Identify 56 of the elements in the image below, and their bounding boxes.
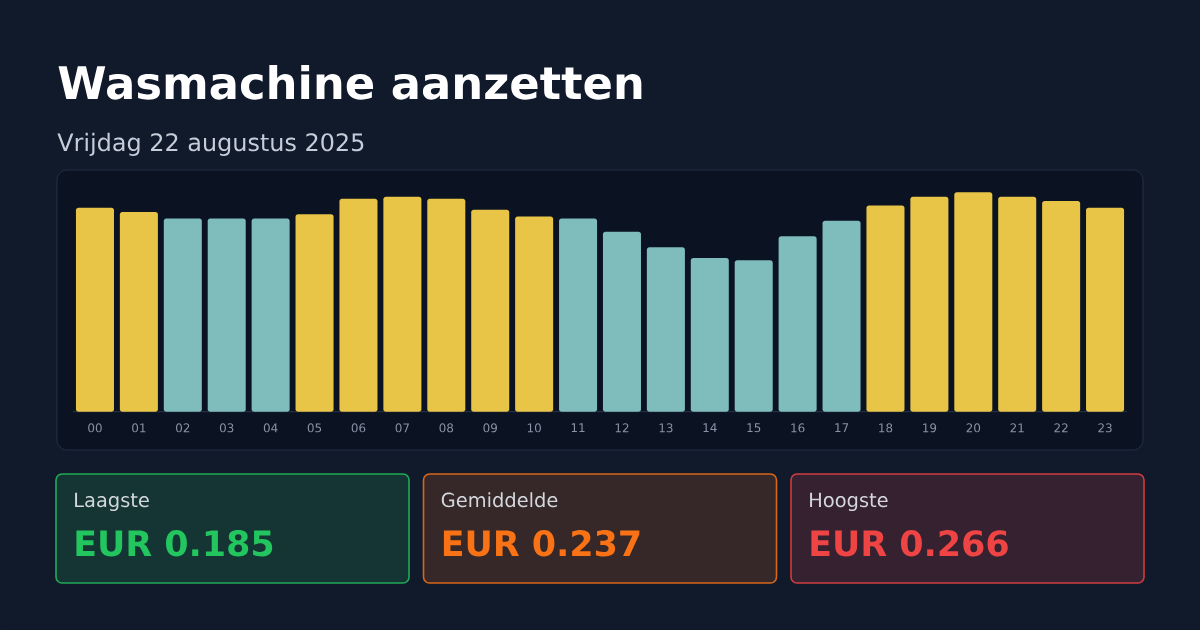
x-tick-label: 18 — [879, 423, 893, 433]
x-tick-label: 16 — [791, 423, 805, 433]
x-tick-label: 05 — [307, 423, 322, 433]
text: Laagste — [75, 492, 149, 512]
bar — [866, 205, 905, 412]
x-tick-label: 14 — [703, 423, 717, 433]
bar — [602, 231, 641, 412]
bar — [998, 196, 1037, 412]
bar — [1086, 207, 1125, 412]
x-tick-label: 22 — [1054, 423, 1068, 433]
x-tick-label: 17 — [835, 423, 849, 433]
bar — [646, 247, 685, 412]
x-tick-label: 08 — [439, 423, 454, 433]
bar — [119, 212, 158, 412]
bar — [207, 218, 246, 412]
x-tick-label: 23 — [1098, 423, 1112, 433]
x-tick-label: 02 — [175, 423, 190, 433]
x-tick-label: 09 — [483, 423, 497, 433]
bar — [163, 218, 202, 412]
bar — [822, 220, 861, 412]
x-tick-label: 21 — [1010, 423, 1024, 433]
chart-subtitle: Vrijdag 22 augustus 2025 — [57, 132, 364, 156]
bar — [559, 218, 598, 412]
x-tick-label: 04 — [263, 423, 278, 433]
bar — [734, 260, 773, 412]
x-tick-label: 01 — [132, 423, 146, 433]
text: Hoogste — [810, 492, 888, 512]
bar — [1042, 201, 1081, 412]
chart-title: Wasmachine aanzetten — [58, 64, 642, 100]
bar — [339, 198, 378, 412]
bar — [383, 196, 422, 412]
x-tick-label: 07 — [395, 423, 409, 433]
bar — [910, 196, 949, 412]
bar — [251, 218, 290, 412]
x-tick-label: 12 — [615, 423, 629, 433]
bar — [515, 216, 554, 412]
text: Gemiddelde — [441, 492, 558, 508]
bar — [295, 214, 334, 412]
x-tick-label: 19 — [923, 423, 937, 433]
x-tick-label: 00 — [88, 423, 102, 433]
bar — [690, 258, 729, 412]
x-tick-label: 15 — [747, 423, 761, 433]
text: EUR 0.237 — [443, 530, 640, 557]
x-tick-label: 06 — [351, 423, 366, 433]
x-tick-label: 03 — [219, 423, 234, 433]
x-tick-label: 10 — [527, 423, 541, 433]
bar — [471, 209, 510, 412]
bar — [427, 198, 466, 412]
x-tick-label: 13 — [659, 423, 673, 433]
bar — [954, 192, 993, 412]
bar — [75, 207, 114, 412]
text: EUR 0.185 — [76, 530, 273, 557]
bar — [778, 236, 817, 412]
text: EUR 0.266 — [811, 530, 1008, 557]
x-tick-label: 20 — [966, 423, 981, 433]
x-tick-label: 11 — [571, 423, 585, 433]
